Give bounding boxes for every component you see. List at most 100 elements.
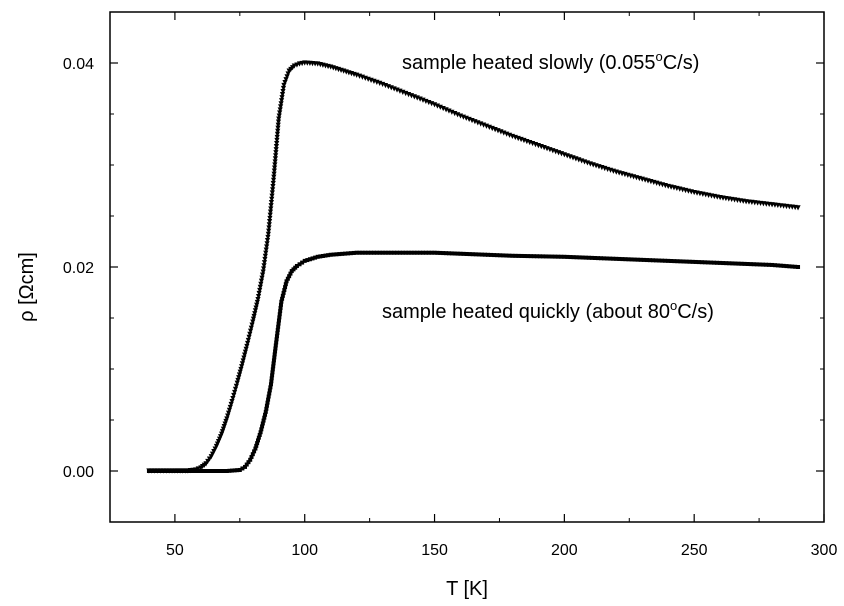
data-point (170, 469, 175, 473)
data-point (562, 254, 567, 259)
data-point (266, 397, 271, 402)
data-point (250, 319, 256, 325)
data-point (229, 399, 235, 405)
data-point (261, 418, 266, 423)
data-point (386, 250, 391, 255)
data-point (693, 259, 698, 264)
data-point (262, 415, 267, 420)
data-point (354, 250, 359, 255)
data-point (181, 469, 186, 473)
data-point (244, 462, 249, 467)
data-point (273, 349, 278, 354)
data-point (274, 140, 280, 147)
data-point (380, 250, 385, 255)
data-point (263, 250, 269, 256)
data-point (240, 466, 245, 471)
data-point (242, 349, 248, 355)
data-point (492, 253, 497, 258)
data-point (571, 255, 576, 260)
data-point (781, 263, 786, 268)
data-point (269, 193, 275, 199)
data-point (638, 257, 643, 262)
data-point (592, 256, 597, 260)
data-point (528, 254, 533, 259)
data-point (255, 438, 260, 443)
data-point (245, 340, 251, 347)
data-point (602, 256, 607, 261)
data-point (146, 469, 151, 473)
data-point (172, 469, 177, 473)
data-point (611, 256, 616, 261)
data-point (568, 255, 573, 260)
data-point (770, 262, 775, 267)
data-point (712, 260, 717, 265)
data-point (257, 287, 263, 294)
data-point (252, 311, 258, 317)
data-point (383, 250, 388, 255)
data-point (650, 258, 655, 263)
data-point (315, 254, 320, 259)
data-point (629, 257, 634, 262)
data-point (253, 446, 258, 451)
data-point (426, 250, 431, 255)
data-point (244, 343, 250, 350)
data-point (152, 469, 157, 473)
data-point (464, 251, 469, 256)
data-point (258, 278, 265, 284)
data-point (285, 276, 290, 281)
y-tick-label: 0.02 (63, 260, 94, 277)
data-point (790, 264, 795, 269)
data-point (263, 409, 268, 414)
data-point (666, 258, 671, 263)
data-point (268, 206, 274, 212)
data-point (444, 251, 449, 256)
annotation-slow: sample heated slowly (0.055oC/s) (402, 49, 699, 74)
data-point (167, 469, 172, 473)
data-point (256, 435, 261, 440)
data-point (284, 279, 289, 284)
data-point (267, 212, 273, 218)
data-point (264, 403, 269, 408)
data-point (534, 254, 539, 259)
data-point (255, 297, 261, 303)
data-point (580, 255, 585, 260)
data-point (274, 131, 281, 137)
data-point (614, 256, 619, 261)
data-point (242, 352, 248, 358)
data-point (294, 263, 299, 268)
data-point (374, 250, 379, 255)
data-point (267, 215, 273, 222)
data-point (230, 395, 236, 402)
data-point (271, 361, 276, 366)
data-point (730, 261, 735, 266)
data-point (261, 266, 267, 272)
data-point (178, 469, 183, 473)
data-point (423, 250, 428, 255)
data-point (531, 254, 536, 259)
data-point (263, 412, 268, 417)
data-point (264, 241, 270, 247)
data-point (647, 258, 652, 263)
data-point (264, 244, 270, 250)
data-point (260, 424, 265, 429)
data-point (269, 196, 275, 202)
data-point (331, 252, 336, 257)
data-point (271, 174, 277, 180)
data-point (721, 261, 726, 266)
data-point (583, 255, 588, 260)
x-tick-label: 250 (681, 542, 708, 559)
data-point (221, 469, 226, 473)
data-point (231, 392, 237, 399)
data-point (708, 260, 713, 265)
data-point (654, 258, 658, 263)
data-point (279, 299, 284, 304)
data-point (240, 358, 246, 364)
data-point (250, 316, 257, 322)
data-point (267, 388, 272, 393)
data-point (274, 340, 279, 345)
data-point (660, 258, 665, 263)
data-point (476, 252, 481, 257)
data-point (501, 253, 506, 258)
data-point (268, 382, 273, 387)
data-point (775, 263, 780, 268)
